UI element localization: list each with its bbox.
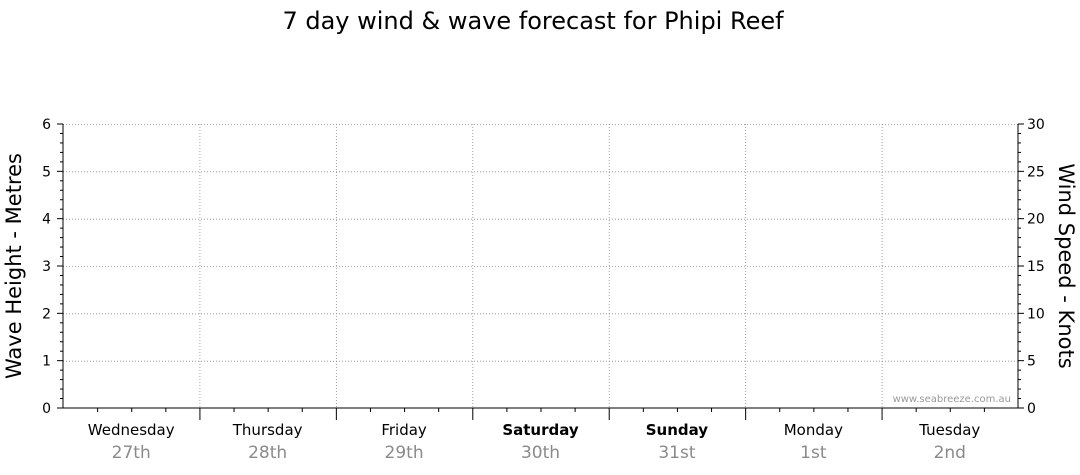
day-date-label: 2nd [934,443,966,463]
right-tick-label: 10 [1027,306,1045,322]
left-tick-label: 6 [42,117,51,133]
grid-lines [63,124,1018,408]
left-tick-label: 4 [42,212,51,228]
left-tick-label: 1 [42,354,51,370]
day-name-label: Tuesday [918,421,980,439]
axis-ticks [57,123,1024,420]
left-tick-label: 5 [42,164,51,180]
day-date-label: 1st [800,443,827,463]
watermark: www.seabreeze.com.au [893,394,1011,405]
day-name-label: Thursday [232,421,303,439]
right-tick-label: 0 [1027,401,1036,417]
day-name-label: Saturday [502,421,579,439]
left-tick-label: 3 [42,259,51,275]
day-date-label: 28th [248,443,287,463]
left-axis-title: Wave Height - Metres [2,153,26,379]
day-labels: Wednesday 27th Thursday 28th Friday 29th Satur… [88,421,981,463]
right-tick-label: 5 [1027,354,1036,370]
left-tick-labels: 0 1 2 3 4 5 6 [42,117,51,417]
day-name-label: Monday [784,421,843,439]
day-date-label: 31st [658,443,695,463]
right-tick-label: 20 [1027,212,1045,228]
right-tick-label: 25 [1027,164,1045,180]
chart-title: 7 day wind & wave forecast for Phipi Ree… [282,7,784,35]
right-tick-label: 15 [1027,259,1045,275]
day-name-label: Sunday [646,421,709,439]
day-date-label: 27th [112,443,151,463]
day-name-label: Wednesday [88,421,175,439]
day-name-label: Friday [381,421,427,439]
plot-area [63,124,1018,408]
day-date-label: 30th [521,443,560,463]
right-axis-title: Wind Speed - Knots [1054,163,1078,368]
right-tick-label: 30 [1027,117,1045,133]
right-tick-labels: 0 5 10 15 20 25 30 [1027,117,1045,417]
left-tick-label: 2 [42,306,51,322]
day-date-label: 29th [385,443,424,463]
left-tick-label: 0 [42,401,51,417]
